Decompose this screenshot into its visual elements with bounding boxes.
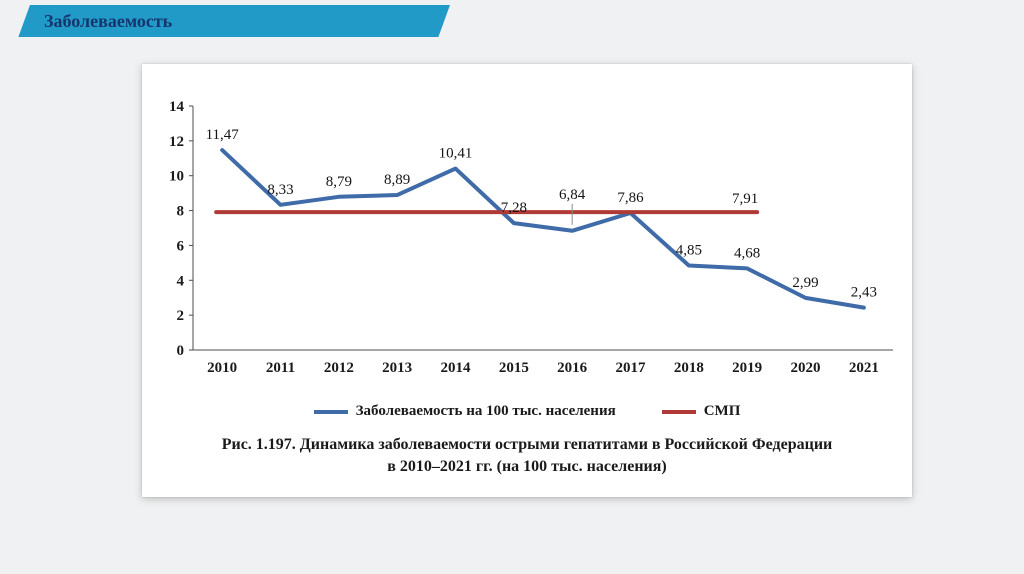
svg-text:2013: 2013 xyxy=(382,360,412,376)
svg-text:2014: 2014 xyxy=(441,360,472,376)
svg-text:2018: 2018 xyxy=(674,360,704,376)
red-line-swatch xyxy=(661,409,696,414)
chart-legend: Заболеваемость на 100 тыс. населения СМП xyxy=(142,403,912,420)
legend-item-smp: СМП xyxy=(661,403,741,420)
svg-text:8: 8 xyxy=(177,204,185,220)
svg-text:12: 12 xyxy=(169,134,184,150)
svg-text:7,91: 7,91 xyxy=(732,191,758,207)
svg-text:2,99: 2,99 xyxy=(792,275,818,291)
svg-text:6,84: 6,84 xyxy=(559,187,586,203)
svg-text:7,86: 7,86 xyxy=(617,190,644,206)
legend-label-incidence: Заболеваемость на 100 тыс. населения xyxy=(355,403,616,419)
svg-text:2017: 2017 xyxy=(616,360,647,376)
svg-text:2010: 2010 xyxy=(207,360,237,376)
svg-text:2020: 2020 xyxy=(791,360,821,376)
svg-text:2: 2 xyxy=(177,308,185,324)
svg-text:2021: 2021 xyxy=(849,360,879,376)
caption-line-2: в 2010–2021 гг. (на 100 тыс. населения) xyxy=(387,458,667,476)
svg-text:11,47: 11,47 xyxy=(206,127,240,143)
blue-line-swatch xyxy=(313,409,348,414)
legend-label-smp: СМП xyxy=(703,403,741,419)
svg-text:8,33: 8,33 xyxy=(267,182,293,198)
title-banner: Заболеваемость xyxy=(18,5,450,37)
svg-text:10: 10 xyxy=(169,169,184,185)
figure-caption: Рис. 1.197. Динамика заболеваемости остр… xyxy=(142,434,912,479)
incidence-chart-svg: 0 2 4 6 8 10 12 14 2010 2011 2012 2013 2014 2015 2016 2… xyxy=(169,99,893,376)
svg-text:8,89: 8,89 xyxy=(384,172,410,188)
svg-text:14: 14 xyxy=(169,99,185,115)
legend-item-incidence: Заболеваемость на 100 тыс. населения xyxy=(313,403,616,420)
svg-text:7,28: 7,28 xyxy=(501,200,527,216)
figure-number: Рис. 1.197. xyxy=(221,436,296,453)
svg-text:4,68: 4,68 xyxy=(734,245,760,261)
svg-text:2019: 2019 xyxy=(732,360,762,376)
caption-text: Динамика заболеваемости острыми гепатита… xyxy=(299,436,833,453)
svg-text:8,79: 8,79 xyxy=(326,174,352,190)
caption-line-1: Рис. 1.197. Динамика заболеваемости остр… xyxy=(142,434,912,456)
svg-text:4: 4 xyxy=(177,273,185,289)
chart-card: 0 2 4 6 8 10 12 14 2010 2011 2012 2013 2014 2015 2016 2… xyxy=(142,64,912,497)
svg-text:6: 6 xyxy=(177,238,185,254)
svg-text:2015: 2015 xyxy=(499,360,529,376)
svg-text:0: 0 xyxy=(177,343,185,359)
svg-text:2012: 2012 xyxy=(324,360,354,376)
incidence-chart: 0 2 4 6 8 10 12 14 2010 2011 2012 2013 2014 2015 2016 2… xyxy=(147,80,907,397)
svg-text:2,43: 2,43 xyxy=(851,285,877,301)
svg-text:2011: 2011 xyxy=(266,360,295,376)
svg-text:4,85: 4,85 xyxy=(676,242,702,258)
svg-text:2016: 2016 xyxy=(557,360,588,376)
slide-title: Заболеваемость xyxy=(44,11,173,31)
svg-text:10,41: 10,41 xyxy=(439,146,473,162)
